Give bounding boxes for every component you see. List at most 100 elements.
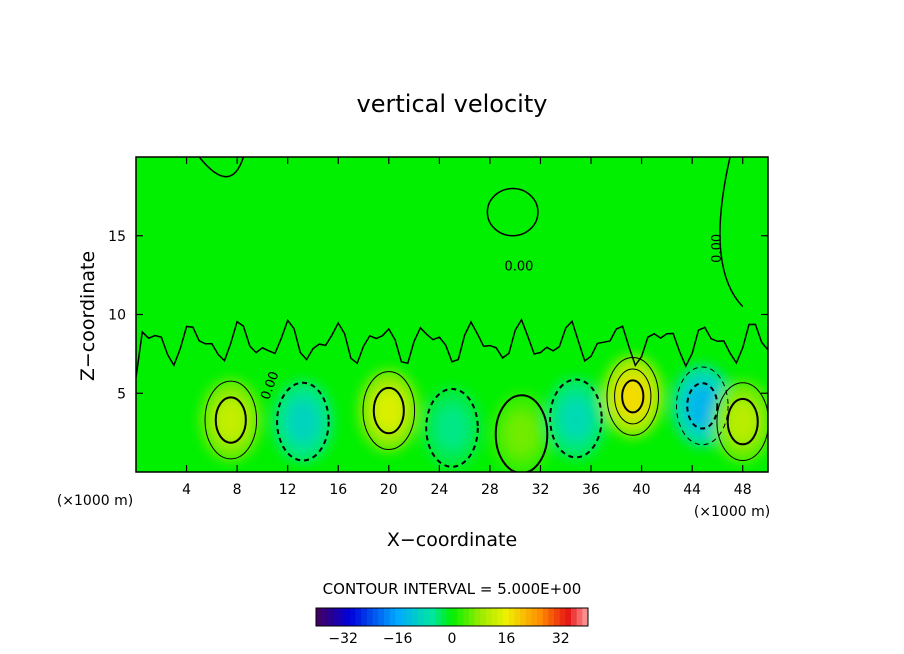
colorbar-tick-label-4: 32 bbox=[552, 631, 570, 647]
contour-6-1 bbox=[614, 368, 652, 425]
velocity-cells bbox=[200, 355, 768, 472]
colorbar-swatch-12 bbox=[384, 608, 390, 626]
y-axis-title: Z−coordinate bbox=[77, 251, 99, 381]
colorbar-swatch-7 bbox=[355, 608, 362, 626]
colorbar-swatch-5 bbox=[344, 608, 351, 626]
cell-core-1 bbox=[286, 399, 320, 445]
x-tick-label-7: 32 bbox=[532, 482, 550, 498]
colorbar-swatch-42 bbox=[554, 608, 560, 626]
x-tick-label-1: 8 bbox=[233, 482, 242, 498]
contour-lines bbox=[136, 157, 768, 472]
colorbar-swatch-14 bbox=[395, 608, 402, 626]
contour-interval-label: CONTOUR INTERVAL = 5.000E+00 bbox=[323, 580, 582, 598]
colorbar bbox=[315, 607, 589, 627]
cell-core-3 bbox=[435, 405, 469, 451]
colorbar-swatch-8 bbox=[361, 608, 368, 626]
colorbar-swatch-26 bbox=[463, 608, 470, 626]
colorbar-swatch-32 bbox=[497, 608, 504, 626]
x-tick-label-5: 24 bbox=[430, 482, 448, 498]
x-axis-title: X−coordinate bbox=[387, 529, 517, 551]
cell-core-2 bbox=[372, 388, 406, 434]
colorbar-swatch-10 bbox=[372, 608, 379, 626]
plot-area: 0.000.000.00 bbox=[135, 156, 769, 473]
x-tick-label-6: 28 bbox=[481, 482, 499, 498]
colorbar-swatch-20 bbox=[429, 608, 436, 626]
colorbar-swatch-46 bbox=[576, 608, 583, 626]
colorbar-swatch-33 bbox=[503, 608, 509, 626]
contour-label-2: 0.00 bbox=[710, 234, 725, 263]
colorbar-swatch-23 bbox=[446, 608, 453, 626]
x-tick-label-3: 16 bbox=[329, 482, 347, 498]
colorbar-swatch-28 bbox=[474, 608, 481, 626]
colorbar-swatch-6 bbox=[350, 608, 356, 626]
colorbar-swatch-40 bbox=[542, 608, 549, 626]
contour-1-0 bbox=[276, 381, 330, 462]
contour-7-0 bbox=[675, 366, 729, 446]
colorbar-swatch-19 bbox=[423, 608, 430, 626]
colorbar-swatch-3 bbox=[333, 608, 339, 626]
colorbar-tick-label-1: −16 bbox=[383, 631, 413, 647]
x-tick-label-11: 48 bbox=[734, 482, 752, 498]
upper-zero-loop bbox=[486, 187, 539, 237]
colorbar-swatch-43 bbox=[559, 608, 566, 626]
colorbar-swatch-37 bbox=[525, 608, 532, 626]
x-tick-label-0: 4 bbox=[182, 482, 191, 498]
x-tick-label-2: 12 bbox=[279, 482, 297, 498]
contour-5-0 bbox=[549, 378, 603, 459]
cell-core-4 bbox=[504, 411, 539, 457]
colorbar-swatch-18 bbox=[418, 608, 424, 626]
top-zero-loop bbox=[198, 157, 245, 178]
cell-core-7 bbox=[685, 383, 719, 429]
colorbar-tick-label-0: −32 bbox=[328, 631, 358, 647]
colorbar-swatch-27 bbox=[469, 608, 475, 626]
colorbar-swatch-16 bbox=[406, 608, 413, 626]
cell-core-8 bbox=[726, 399, 760, 445]
x-tick-label-9: 40 bbox=[633, 482, 651, 498]
x-tick-label-10: 44 bbox=[683, 482, 701, 498]
colorbar-swatch-25 bbox=[457, 608, 464, 626]
colorbar-swatch-22 bbox=[440, 608, 447, 626]
right-zero-contour bbox=[719, 157, 744, 308]
x-tick-label-4: 20 bbox=[380, 482, 398, 498]
contour-3-0 bbox=[425, 387, 479, 468]
colorbar-ticks: −32 −16 0 16 32 bbox=[328, 631, 569, 647]
colorbar-swatch-15 bbox=[401, 608, 407, 626]
colorbar-swatch-38 bbox=[531, 608, 538, 626]
contour-4-0 bbox=[494, 394, 549, 472]
contour-8-1 bbox=[726, 397, 759, 446]
colorbar-swatch-13 bbox=[389, 608, 396, 626]
colorbar-swatch-35 bbox=[514, 608, 521, 626]
colorbar-swatch-39 bbox=[537, 608, 543, 626]
contour-0-1 bbox=[214, 396, 247, 444]
colorbar-swatch-47 bbox=[582, 608, 589, 626]
contour-2-0 bbox=[362, 371, 416, 450]
colorbar-frame bbox=[315, 607, 589, 627]
colorbar-swatch-2 bbox=[327, 608, 334, 626]
y-tick-label-0: 5 bbox=[117, 386, 126, 402]
colorbar-swatch-24 bbox=[452, 608, 458, 626]
colorbar-swatch-41 bbox=[548, 608, 555, 626]
colorbar-swatch-4 bbox=[338, 608, 345, 626]
colorbar-tick-label-2: 0 bbox=[448, 631, 457, 647]
zero-contour bbox=[136, 317, 768, 378]
contour-0-0 bbox=[204, 380, 258, 460]
x-tick-label-8: 36 bbox=[582, 482, 600, 498]
x-axis: 4 8 12 16 20 24 28 32 36 40 44 48 bbox=[182, 157, 752, 498]
y-axis: 5 10 15 bbox=[108, 229, 768, 402]
colorbar-swatch-21 bbox=[435, 608, 441, 626]
contour-6-2 bbox=[621, 379, 645, 414]
colorbar-swatch-44 bbox=[565, 608, 572, 626]
chart-title: vertical velocity bbox=[357, 90, 548, 118]
colorbar-swatch-17 bbox=[412, 608, 419, 626]
colorbar-tick-label-3: 16 bbox=[497, 631, 515, 647]
cell-core-5 bbox=[559, 395, 593, 441]
y-tick-label-2: 15 bbox=[108, 229, 126, 245]
contour-2-1 bbox=[372, 386, 405, 435]
colorbar-swatch-45 bbox=[571, 608, 577, 626]
colorbar-swatch-30 bbox=[486, 608, 492, 626]
x-unit-label-right: (×1000 m) bbox=[694, 504, 770, 520]
contour-label-1: 0.00 bbox=[505, 259, 534, 274]
colorbar-swatch-1 bbox=[321, 608, 328, 626]
colorbar-swatch-31 bbox=[491, 608, 498, 626]
colorbar-swatch-11 bbox=[378, 608, 385, 626]
